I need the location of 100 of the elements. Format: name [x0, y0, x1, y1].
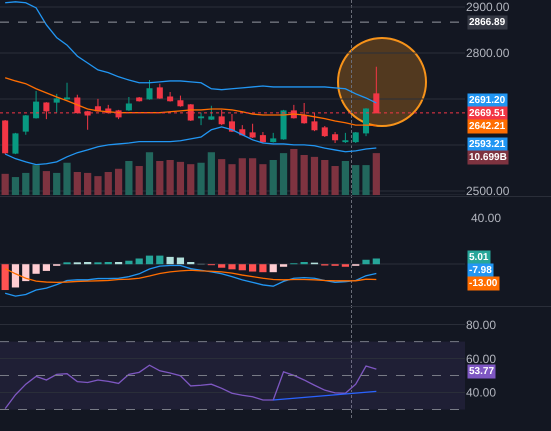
candlestick	[146, 80, 153, 100]
bar	[146, 256, 154, 264]
candlestick	[332, 131, 338, 144]
candlestick	[177, 95, 184, 108]
bar	[104, 262, 112, 264]
candlestick	[33, 90, 40, 120]
bar	[84, 262, 92, 264]
bar	[218, 159, 226, 195]
y-tick-label: 2900.00	[466, 0, 510, 14]
bar	[342, 160, 350, 195]
bar	[12, 264, 20, 288]
y-tick-label: 60.00	[466, 352, 496, 366]
bar	[352, 165, 360, 195]
bar	[270, 264, 277, 272]
candlestick	[167, 91, 174, 102]
bar	[228, 264, 236, 270]
candlestick	[270, 132, 276, 144]
bar	[280, 153, 288, 195]
bar	[166, 160, 174, 195]
bar	[42, 264, 50, 271]
bar	[176, 258, 184, 264]
bar	[114, 168, 122, 195]
bar	[300, 262, 308, 264]
ref-line-label: 2669.51	[469, 108, 506, 119]
bar	[104, 172, 112, 195]
bar	[321, 160, 328, 195]
bar	[84, 172, 92, 195]
candlestick	[126, 96, 132, 112]
candlestick	[342, 132, 348, 144]
candlestick	[198, 112, 204, 126]
bar	[176, 162, 184, 195]
bar	[187, 164, 194, 195]
bar	[310, 156, 318, 195]
text: 53.77	[469, 366, 494, 377]
bar	[218, 264, 226, 268]
text: 2593.21	[469, 139, 506, 150]
text: 10.699B	[469, 152, 507, 163]
bar	[342, 264, 350, 267]
bar	[362, 165, 370, 195]
bar	[63, 162, 71, 195]
bar	[125, 160, 132, 195]
bar	[42, 171, 50, 195]
bar	[187, 262, 194, 264]
bar	[2, 174, 9, 195]
bar	[249, 264, 256, 272]
line-series	[4, 364, 377, 410]
bar	[32, 264, 40, 274]
y-tick-label: 80.00	[466, 318, 496, 332]
bar	[372, 258, 380, 264]
text: 2691.20	[469, 95, 506, 106]
bar	[331, 166, 339, 195]
bar	[270, 160, 277, 195]
bar	[32, 165, 40, 195]
y-tick-label: 2500.00	[466, 184, 510, 198]
line-series	[4, 126, 377, 166]
bar	[22, 172, 30, 195]
y-tick-label: 2800.00	[466, 46, 510, 60]
bar	[372, 153, 380, 195]
bar	[166, 256, 174, 264]
bar	[53, 172, 60, 195]
y-tick-label: 40.00	[466, 386, 496, 400]
candlestick	[260, 131, 266, 144]
bar	[197, 162, 205, 195]
bar	[228, 164, 236, 195]
bar	[300, 154, 308, 195]
bar	[259, 164, 267, 195]
bar	[94, 176, 102, 195]
candlestick	[239, 124, 246, 136]
candlestick	[362, 108, 370, 137]
candlestick	[22, 114, 29, 136]
text: 5.01	[469, 252, 489, 263]
candlestick	[64, 82, 70, 100]
bar	[146, 152, 154, 195]
bar	[156, 160, 164, 195]
candlestick	[12, 132, 18, 155]
bar	[125, 260, 132, 264]
bar	[22, 264, 30, 282]
bar	[2, 264, 9, 290]
text: 2642.21	[469, 121, 506, 132]
bar	[136, 166, 143, 195]
line-series	[4, 1, 377, 104]
text: -13.00	[469, 278, 498, 289]
bar	[74, 172, 81, 195]
bar	[136, 258, 143, 264]
line-series	[4, 77, 377, 126]
candlestick	[208, 105, 214, 121]
bar	[290, 149, 298, 195]
candlestick	[250, 123, 256, 138]
bar	[238, 264, 246, 270]
candlestick	[2, 120, 8, 155]
candlestick	[352, 131, 359, 144]
ref-line-label: 2866.89	[469, 17, 506, 28]
bar	[238, 158, 246, 195]
text: -7.98	[469, 265, 492, 276]
bar	[156, 256, 164, 264]
candlestick	[280, 109, 287, 140]
bar	[12, 177, 20, 195]
bar	[280, 264, 288, 267]
candlestick	[322, 126, 328, 138]
bar	[208, 152, 215, 195]
